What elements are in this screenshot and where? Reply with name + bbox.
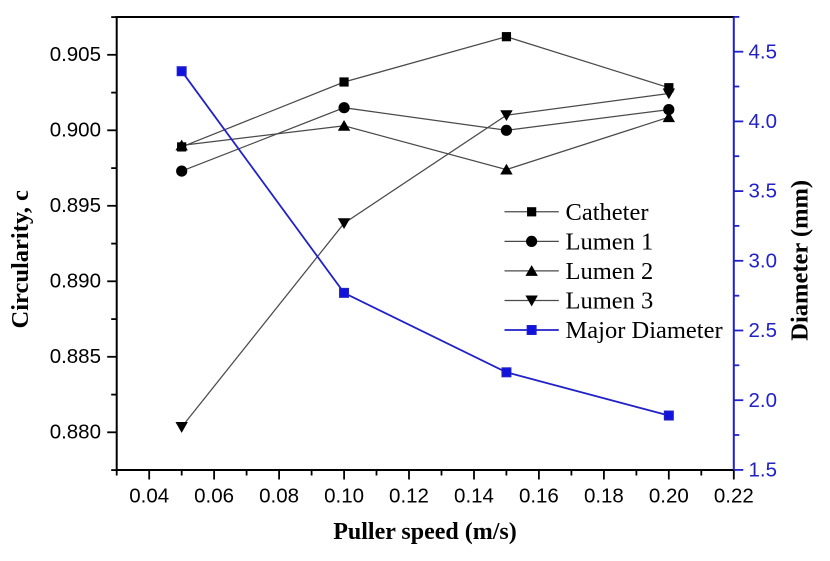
svg-text:Catheter: Catheter [566,199,649,226]
svg-text:0.12: 0.12 [389,485,429,508]
svg-text:2.0: 2.0 [749,389,778,412]
svg-text:0.905: 0.905 [50,43,101,66]
svg-text:Diameter (mm): Diameter (mm) [787,180,814,341]
svg-text:0.04: 0.04 [129,485,169,508]
svg-text:2.5: 2.5 [749,319,778,342]
svg-text:Lumen 1: Lumen 1 [566,228,654,255]
svg-text:3.0: 3.0 [749,249,778,272]
svg-text:0.20: 0.20 [649,485,689,508]
svg-text:0.08: 0.08 [259,485,299,508]
svg-text:3.5: 3.5 [749,180,778,203]
svg-text:4.0: 4.0 [749,110,778,133]
svg-text:0.895: 0.895 [50,194,101,217]
svg-text:4.5: 4.5 [749,40,778,63]
svg-text:0.880: 0.880 [50,421,101,444]
svg-text:Major Diameter: Major Diameter [566,317,723,344]
svg-text:Lumen 3: Lumen 3 [566,288,654,315]
svg-text:0.16: 0.16 [519,485,559,508]
svg-text:0.885: 0.885 [50,345,101,368]
svg-text:0.06: 0.06 [194,485,234,508]
svg-text:0.900: 0.900 [50,119,101,142]
svg-text:0.14: 0.14 [454,485,494,508]
svg-text:1.5: 1.5 [749,459,778,482]
svg-text:0.890: 0.890 [50,270,101,293]
svg-text:0.18: 0.18 [584,485,624,508]
svg-text:Lumen 2: Lumen 2 [566,258,654,285]
svg-text:Circularity, c: Circularity, c [7,190,34,328]
svg-text:0.10: 0.10 [324,485,364,508]
svg-text:0.22: 0.22 [714,485,754,508]
svg-text:Puller speed (m/s): Puller speed (m/s) [333,519,517,545]
